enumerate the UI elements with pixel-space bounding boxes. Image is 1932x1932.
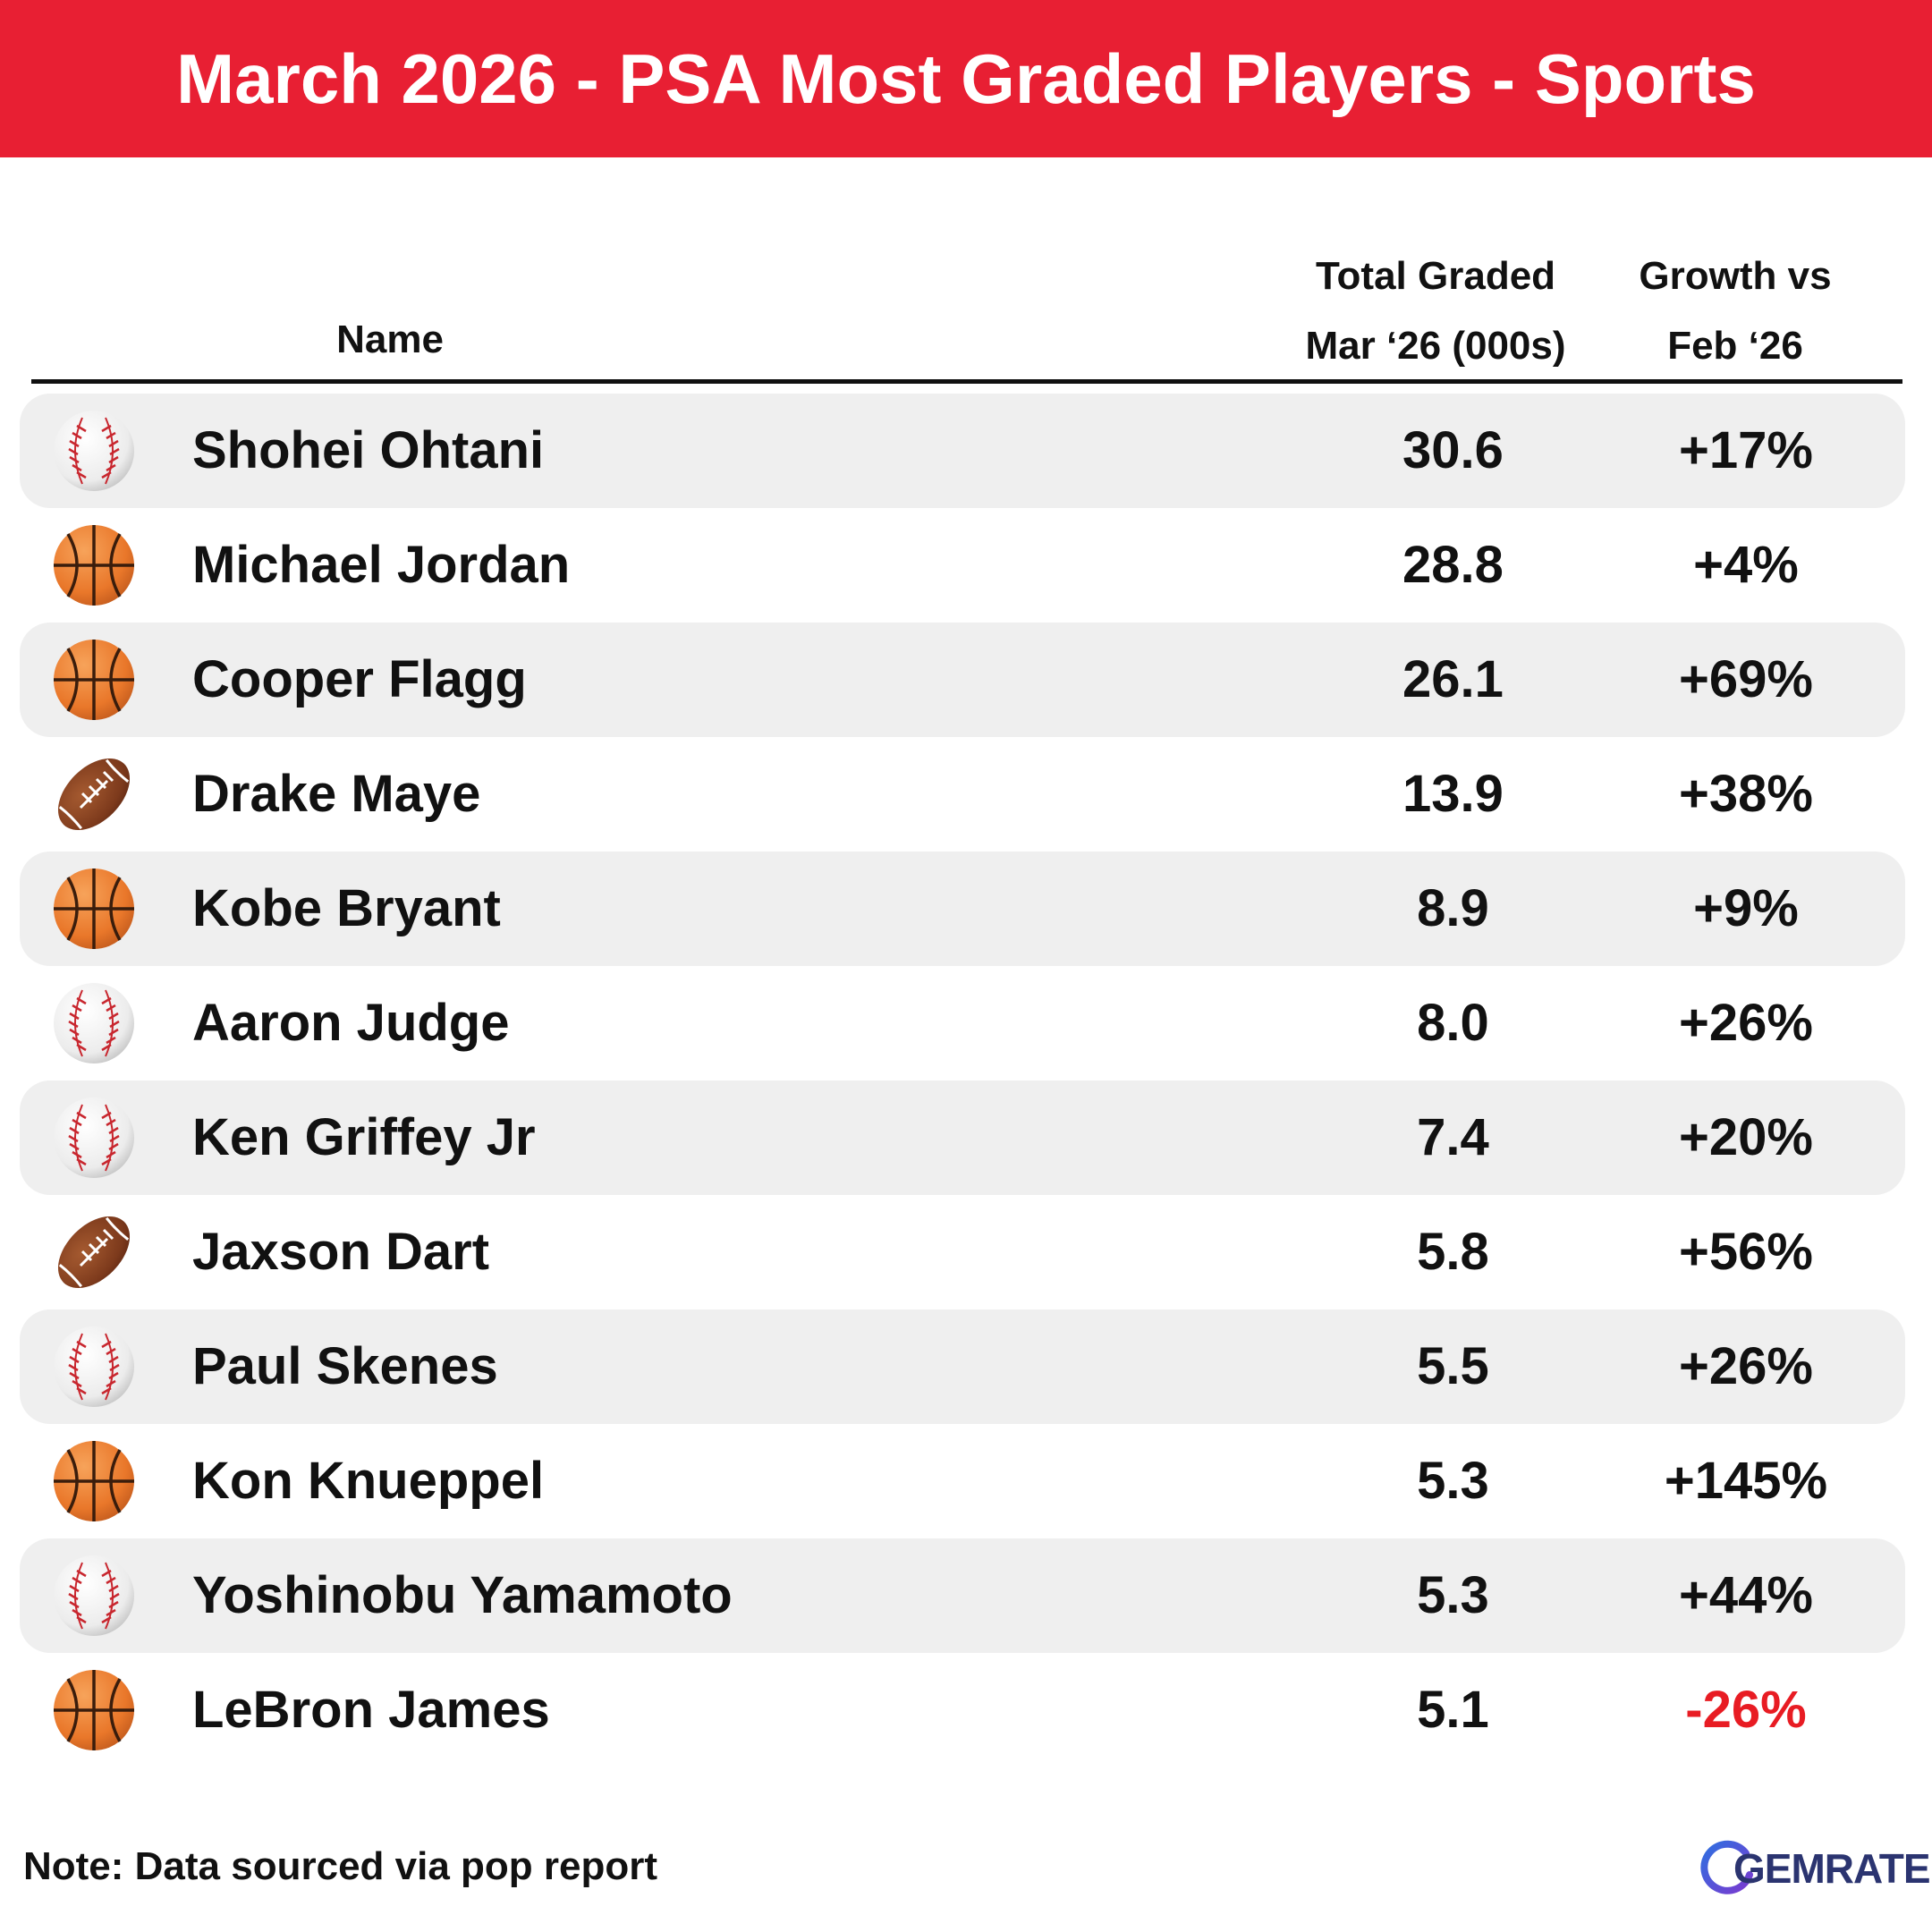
table-row: Drake Maye 13.9 +38% <box>20 737 1905 852</box>
basketball-icon <box>52 867 136 951</box>
player-name: Aaron Judge <box>192 994 510 1052</box>
table-row: Kobe Bryant 8.9 +9% <box>20 852 1905 966</box>
column-header-total-line2: Mar ‘26 (000s) <box>1305 324 1566 368</box>
table-row: Paul Skenes 5.5 +26% <box>20 1309 1905 1424</box>
baseball-icon <box>52 1554 136 1638</box>
gemrate-logo: GEMRATE <box>1699 1839 1931 1903</box>
player-name: Ken Griffey Jr <box>192 1108 536 1166</box>
player-name: LeBron James <box>192 1681 550 1739</box>
player-name: Shohei Ohtani <box>192 421 545 479</box>
football-icon <box>52 1210 136 1294</box>
player-name: Drake Maye <box>192 765 481 823</box>
column-header-growth-line1: Growth vs <box>1639 254 1832 298</box>
player-name: Cooper Flagg <box>192 650 527 708</box>
basketball-icon <box>52 1668 136 1752</box>
page-title: March 2026 - PSA Most Graded Players - S… <box>176 38 1756 118</box>
player-name: Michael Jordan <box>192 536 571 594</box>
football-icon <box>52 752 136 836</box>
column-header-total: Total Graded Mar ‘26 (000s) <box>1252 242 1619 381</box>
table-row: Kon Knueppel 5.3 +145% <box>20 1424 1905 1538</box>
total-graded-value: 7.4 <box>1417 1108 1489 1166</box>
basketball-icon <box>52 1439 136 1523</box>
title-banner: March 2026 - PSA Most Graded Players - S… <box>0 0 1932 157</box>
column-header-growth: Growth vs Feb ‘26 <box>1601 242 1869 381</box>
growth-value: +44% <box>1679 1566 1813 1624</box>
table-row: Ken Griffey Jr 7.4 +20% <box>20 1080 1905 1195</box>
total-graded-value: 26.1 <box>1402 650 1504 708</box>
player-name: Kon Knueppel <box>192 1452 545 1510</box>
growth-value: +17% <box>1679 421 1813 479</box>
baseball-icon <box>52 981 136 1065</box>
basketball-icon <box>52 523 136 607</box>
total-graded-value: 5.8 <box>1417 1223 1489 1281</box>
column-header-name: Name <box>336 318 444 361</box>
column-header-total-line1: Total Graded <box>1315 254 1556 298</box>
total-graded-value: 8.9 <box>1417 879 1489 937</box>
player-name: Jaxson Dart <box>192 1223 490 1281</box>
total-graded-value: 30.6 <box>1402 421 1504 479</box>
baseball-icon <box>52 1096 136 1180</box>
column-header-growth-line2: Feb ‘26 <box>1667 324 1803 368</box>
total-graded-value: 5.3 <box>1417 1452 1489 1510</box>
footnote: Note: Data sourced via pop report <box>23 1844 658 1888</box>
total-graded-value: 8.0 <box>1417 994 1489 1052</box>
total-graded-value: 5.1 <box>1417 1681 1489 1739</box>
growth-value: +56% <box>1679 1223 1813 1281</box>
growth-value: +4% <box>1693 536 1799 594</box>
player-name: Paul Skenes <box>192 1337 498 1395</box>
table-row: Cooper Flagg 26.1 +69% <box>20 623 1905 737</box>
total-graded-value: 5.5 <box>1417 1337 1489 1395</box>
growth-value: -26% <box>1685 1681 1807 1739</box>
table-row: Jaxson Dart 5.8 +56% <box>20 1195 1905 1309</box>
table-row: LeBron James 5.1 -26% <box>20 1653 1905 1767</box>
table-row: Michael Jordan 28.8 +4% <box>20 508 1905 623</box>
total-graded-value: 5.3 <box>1417 1566 1489 1624</box>
growth-value: +145% <box>1664 1452 1828 1510</box>
table-header: Name Total Graded Mar ‘26 (000s) Growth … <box>0 224 1932 385</box>
player-name: Kobe Bryant <box>192 879 501 937</box>
baseball-icon <box>52 1325 136 1409</box>
basketball-icon <box>52 638 136 722</box>
total-graded-value: 13.9 <box>1402 765 1504 823</box>
table-row: Aaron Judge 8.0 +26% <box>20 966 1905 1080</box>
baseball-icon <box>52 409 136 493</box>
logo-text: GEMRATE <box>1733 1845 1931 1892</box>
table-row: Yoshinobu Yamamoto 5.3 +44% <box>20 1538 1905 1653</box>
header-divider <box>31 379 1902 384</box>
player-table: Shohei Ohtani 30.6 +17% Michael Jordan 28.8 +… <box>20 394 1905 1767</box>
growth-value: +26% <box>1679 1337 1813 1395</box>
growth-value: +26% <box>1679 994 1813 1052</box>
total-graded-value: 28.8 <box>1402 536 1504 594</box>
gemrate-g-icon <box>1700 1840 1753 1894</box>
growth-value: +38% <box>1679 765 1813 823</box>
growth-value: +9% <box>1693 879 1799 937</box>
player-name: Yoshinobu Yamamoto <box>192 1566 733 1624</box>
growth-value: +20% <box>1679 1108 1813 1166</box>
table-row: Shohei Ohtani 30.6 +17% <box>20 394 1905 508</box>
growth-value: +69% <box>1679 650 1813 708</box>
